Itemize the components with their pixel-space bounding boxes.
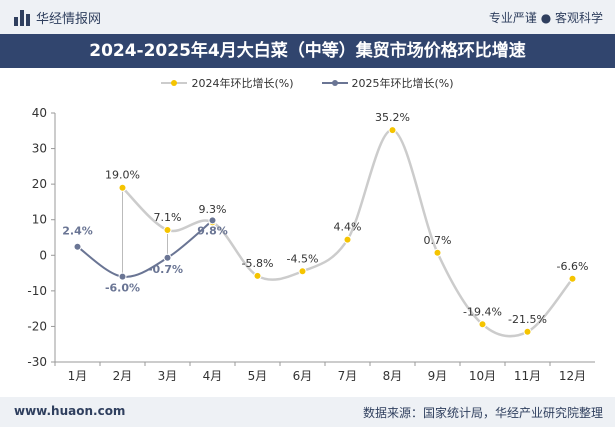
chart-legend: 2024年环比增长(%) 2025年环比增长(%) xyxy=(0,75,615,91)
y-tick-label: 10 xyxy=(32,213,47,227)
x-tick-label: 12月 xyxy=(559,369,586,383)
x-tick-label: 3月 xyxy=(158,369,178,383)
legend-item-2024: 2024年环比增长(%) xyxy=(161,75,294,91)
series-2024-point xyxy=(568,274,577,283)
series-2024-point xyxy=(478,320,487,329)
chart-title: 2024-2025年4月大白菜（中等）集贸市场价格环比增速 xyxy=(0,34,615,68)
top-banner: 华经情报网 专业严谨 ● 客观科学 xyxy=(0,0,615,34)
x-tick-label: 7月 xyxy=(338,369,358,383)
x-tick-label: 1月 xyxy=(68,369,88,383)
legend-item-2025: 2025年环比增长(%) xyxy=(321,75,454,91)
y-tick-label: 20 xyxy=(32,177,47,191)
x-tick-label: 8月 xyxy=(383,369,403,383)
series-2024-data-label: 9.3% xyxy=(199,203,227,216)
y-tick-label: -30 xyxy=(27,355,47,369)
series-2024-data-label: -6.6% xyxy=(557,260,589,273)
y-tick-label: -10 xyxy=(27,284,47,298)
x-tick-label: 10月 xyxy=(469,369,496,383)
x-tick-label: 5月 xyxy=(248,369,268,383)
legend-2025-line-icon xyxy=(321,80,348,86)
series-2024-data-label: 7.1% xyxy=(154,211,182,224)
series-2025-data-label: -6.0% xyxy=(105,282,140,295)
chart-plot: -30 -20 -10 0 10 20 30 40 1月 2月 3月 4月 5月 6月 7月 8月 9月 10月 1… xyxy=(27,106,595,383)
legend-label-2024: 2024年环比增长(%) xyxy=(191,77,294,90)
series-2025-point xyxy=(208,216,217,225)
series-2024-data-label: 4.4% xyxy=(334,221,362,234)
y-tick-label: 40 xyxy=(32,106,47,120)
legend-2024-line-icon xyxy=(161,80,188,86)
series-2024-point xyxy=(298,267,307,276)
x-tick-label: 9月 xyxy=(428,369,448,383)
series-2025-point xyxy=(118,272,127,281)
bottom-banner: www.huaon.com 数据来源：国家统计局，华经产业研究院整理 xyxy=(0,397,615,427)
y-tick-label: 30 xyxy=(32,142,47,156)
footer-site-link[interactable]: www.huaon.com xyxy=(14,404,126,418)
brand-logo-icon xyxy=(14,9,30,26)
series-2025-line xyxy=(76,219,214,278)
series-2024-data-label: -19.4% xyxy=(463,305,502,318)
legend-label-2025: 2025年环比增长(%) xyxy=(351,77,454,90)
x-tick-label: 2月 xyxy=(113,369,133,383)
x-tick-label: 4月 xyxy=(203,369,223,383)
series-2024-data-label: -21.5% xyxy=(508,313,547,326)
series-2024-data-label: 35.2% xyxy=(375,111,410,124)
series-2024-data-label: 0.7% xyxy=(424,234,452,247)
series-2024-point xyxy=(433,248,442,257)
series-2025-data-label: 2.4% xyxy=(62,225,93,238)
series-2025-point xyxy=(73,242,82,251)
series-2024-data-label: -5.8% xyxy=(242,257,274,270)
series-2024-data-label: -4.5% xyxy=(287,252,319,265)
brand[interactable]: 华经情报网 xyxy=(14,8,101,27)
tagline: 专业严谨 ● 客观科学 xyxy=(488,11,603,25)
series-2024-data-label: 19.0% xyxy=(105,169,140,182)
series-2024-point xyxy=(253,271,262,280)
series-2024-point xyxy=(523,327,532,336)
series-2024-point xyxy=(343,235,352,244)
series-2024-point xyxy=(388,126,397,135)
series-2025-data-label: -0.7% xyxy=(148,263,183,276)
series-2025-data-label: 9.8% xyxy=(197,224,228,237)
x-tick-label: 11月 xyxy=(514,369,541,383)
series-2025-point xyxy=(163,253,172,262)
x-tick-label: 6月 xyxy=(293,369,313,383)
series-2024-point xyxy=(163,226,172,235)
y-tick-label: -20 xyxy=(27,319,47,333)
y-tick-label: 0 xyxy=(39,248,47,262)
brand-name: 华经情报网 xyxy=(36,12,102,27)
series-2024-point xyxy=(118,183,127,192)
footer-source: 数据来源：国家统计局，华经产业研究院整理 xyxy=(362,406,603,420)
